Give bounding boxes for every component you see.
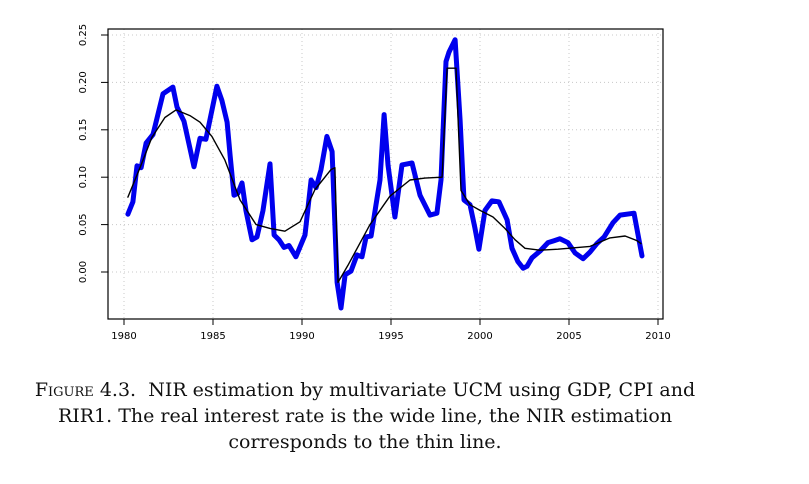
figure-caption: Figure 4.3. NIR estimation by multivaria… <box>20 377 710 455</box>
series-group <box>125 37 645 311</box>
caption-line-1-text: NIR estimation by multivariate UCM using… <box>148 379 696 401</box>
caption-line-2: RIR1. The real interest rate is the wide… <box>57 405 673 427</box>
series-line-nir-estimation <box>127 67 642 284</box>
plot-frame <box>107 28 664 320</box>
caption-line-1: Figure 4.3. NIR estimation by multivaria… <box>20 377 710 403</box>
x-tick-label: 1985 <box>200 331 225 342</box>
y-tick-label: 0.15 <box>78 119 89 141</box>
y-tick-label: 0.10 <box>78 166 89 188</box>
x-tick-label: 1995 <box>378 331 403 342</box>
series-line-real-interest-rate <box>125 37 645 311</box>
y-tick-label: 0.25 <box>78 24 89 46</box>
caption-line-3: corresponds to the thin line. <box>228 431 502 453</box>
y-tick-label: 0.00 <box>78 261 89 283</box>
figure-number: 4.3. <box>99 379 137 401</box>
x-tick-label: 2005 <box>556 331 581 342</box>
y-tick-label: 0.20 <box>78 71 89 93</box>
x-tick-label: 2010 <box>645 331 670 342</box>
y-axis: 0.00 0.05 0.10 0.15 0.20 0.25 <box>78 24 108 283</box>
chart: 1980 1985 1990 1995 2000 2005 2010 0.00 0.05 0.1… <box>78 24 671 342</box>
x-tick-label: 1990 <box>289 331 314 342</box>
x-axis: 1980 1985 1990 1995 2000 2005 2010 <box>111 319 671 342</box>
figure-label: Figure <box>34 379 94 401</box>
x-tick-label: 2000 <box>467 331 492 342</box>
y-tick-label: 0.05 <box>78 213 89 235</box>
x-tick-label: 1980 <box>111 331 136 342</box>
grid-lines <box>108 29 663 319</box>
